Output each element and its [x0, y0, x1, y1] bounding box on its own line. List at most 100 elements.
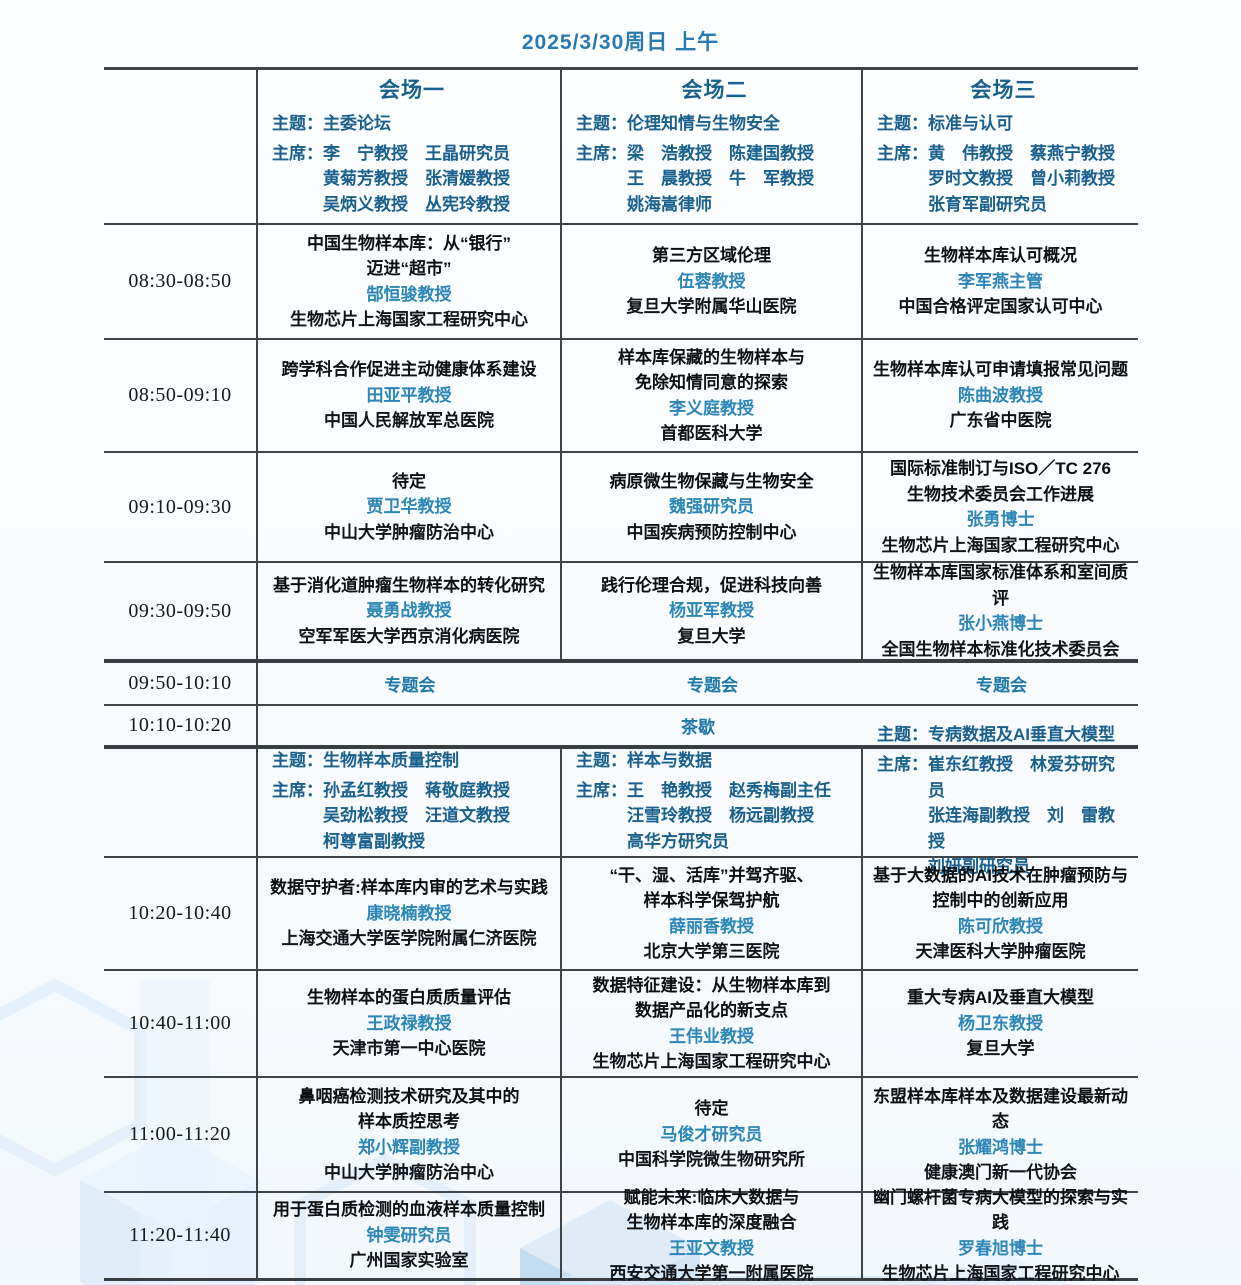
time-header-cell — [104, 749, 256, 856]
symposium-label: 专题会 — [687, 676, 738, 695]
chair-names: 梁 浩教授 陈建国教授 王 晨教授 牛 军教授 姚海嵩律师 — [627, 143, 814, 214]
talk-speaker: 陈曲波教授 — [958, 385, 1043, 405]
time-cell: 09:10-09:30 — [128, 495, 232, 518]
talk-cell: 跨学科合作促进主动健康体系建设 田亚平教授 中国人民解放军总医院 — [256, 340, 560, 451]
talk-cell: 赋能未来:临床大数据与 生物样本库的深度融合 王亚文教授 西安交通大学第一附属医… — [560, 1188, 861, 1283]
talk-cell: 中国生物样本库：从“银行” 迈进“超市” 郜恒骏教授 生物芯片上海国家工程研究中… — [256, 225, 560, 338]
page-title: 2025/3/30周日 上午 — [521, 31, 720, 54]
table-row: 11:20-11:40 用于蛋白质检测的血液样本质量控制 钟雯研究员 广州国家实… — [104, 1188, 1138, 1283]
talk-org: 复旦大学附属华山医院 — [626, 297, 797, 317]
chair-names: 王 艳教授 赵秀梅副主任 汪雪玲教授 杨远副教授 高华方研究员 — [627, 780, 831, 851]
talk-org: 生物芯片上海国家工程研究中心 — [592, 1052, 831, 1071]
talk-speaker: 张勇博士 — [966, 510, 1035, 529]
talk-org: 上海交通大学医学院附属仁济医院 — [281, 929, 537, 949]
time-cell: 11:00-11:20 — [129, 1123, 231, 1145]
table-row: 10:20-10:40 数据守护者:样本库内审的艺术与实践 康晓楠教授 上海交通… — [104, 858, 1138, 971]
talk-title: 中国生物样本库：从“银行” 迈进“超市” — [307, 233, 511, 279]
talk-org: 广州国家实验室 — [349, 1251, 469, 1271]
talk-org: 生物芯片上海国家工程研究中心 — [290, 310, 528, 329]
table-row: 08:30-08:50 中国生物样本库：从“银行” 迈进“超市” 郜恒骏教授 生… — [104, 225, 1138, 340]
session2-header-row: 主题：生物样本质量控制 主席： 孙孟红教授 蒋敬庭教授 吴劲松教授 汪道文教授 … — [104, 725, 1138, 876]
talk-cell: 幽门螺杆菌专病大模型的探索与实践 罗春旭博士 生物芯片上海国家工程研究中心 — [861, 1188, 1138, 1283]
talk-cell: 生物样本库认可申请填报常见问题 陈曲波教授 广东省中医院 — [861, 340, 1138, 451]
talk-speaker: 杨亚军教授 — [669, 601, 754, 621]
talk-cell: 国际标准制订与ISO／TC 276 生物技术委员会工作进展 张勇博士 生物芯片上… — [861, 453, 1138, 561]
talk-org: 中山大学肿瘤防治中心 — [324, 522, 494, 542]
talk-speaker: 郑小辉副教授 — [358, 1137, 460, 1157]
talk-org: 北京大学第三医院 — [643, 942, 780, 961]
talk-speaker: 罗春旭博士 — [958, 1238, 1043, 1258]
talk-speaker: 陈可欣教授 — [958, 916, 1043, 936]
talk-title: 幽门螺杆菌专病大模型的探索与实践 — [873, 1187, 1128, 1233]
talk-org: 中国疾病预防控制中心 — [626, 522, 797, 542]
talk-cell: 数据特征建设：从生物样本库到 数据产品化的新支点 王伟业教授 生物芯片上海国家工… — [560, 971, 861, 1076]
venue1-header: 主题：生物样本质量控制 主席： 孙孟红教授 蒋敬庭教授 吴劲松教授 汪道文教授 … — [256, 749, 560, 856]
talk-cell: 东盟样本库样本及数据建设最新动态 张耀鸿博士 健康澳门新一代协会 — [861, 1078, 1138, 1191]
talk-speaker: 郜恒骏教授 — [366, 284, 452, 304]
talk-title: 生物样本的蛋白质质量评估 — [307, 988, 511, 1008]
schedule-table: 会场一 主题：主委论坛 主席： 李 宁教授 王晶研究员 黄菊芳教授 张清媛教授 … — [104, 67, 1138, 1283]
talk-speaker: 钟雯研究员 — [366, 1225, 452, 1245]
talk-org: 健康澳门新一代协会 — [924, 1163, 1077, 1182]
talk-speaker: 薛丽香教授 — [669, 916, 754, 936]
table-row: 11:00-11:20 鼻咽癌检测技术研究及其中的 样本质控思考 郑小辉副教授 … — [104, 1078, 1138, 1193]
venue2-chairs: 主席： 王 艳教授 赵秀梅副主任 汪雪玲教授 杨远副教授 高华方研究员 — [576, 778, 853, 855]
chair-label: 主席： — [576, 780, 627, 800]
time-cell: 09:50-10:10 — [128, 672, 232, 694]
time-cell: 10:10-10:20 — [128, 714, 232, 736]
tea-break-label: 茶歇 — [681, 718, 715, 737]
talk-speaker: 马俊才研究员 — [660, 1124, 763, 1144]
talk-cell: 生物样本库认可概况 李军燕主管 中国合格评定国家认可中心 — [861, 225, 1138, 338]
talk-title: 国际标准制订与ISO／TC 276 生物技术委员会工作进展 — [889, 459, 1112, 504]
symposium-label: 专题会 — [976, 676, 1027, 695]
talk-speaker: 李军燕主管 — [958, 271, 1043, 291]
chair-names: 李 宁教授 王晶研究员 黄菊芳教授 张清媛教授 吴炳义教授 丛宪玲教授 — [323, 143, 510, 214]
venue2-header: 主题：样本与数据 主席： 王 艳教授 赵秀梅副主任 汪雪玲教授 杨远副教授 高华… — [560, 749, 861, 856]
talk-title: 待定 — [694, 1099, 729, 1119]
table-row: 09:30-09:50 基于消化道肿瘤生物样本的转化研究 聂勇战教授 空军军医大… — [104, 563, 1138, 663]
talk-title: 数据特征建设：从生物样本库到 数据产品化的新支点 — [592, 975, 831, 1021]
session1-header-row: 会场一 主题：主委论坛 主席： 李 宁教授 王晶研究员 黄菊芳教授 张清媛教授 … — [104, 70, 1138, 225]
talk-cell: 用于蛋白质检测的血液样本质量控制 钟雯研究员 广州国家实验室 — [256, 1193, 560, 1278]
chair-names: 孙孟红教授 蒋敬庭教授 吴劲松教授 汪道文教授 柯尊富副教授 — [323, 780, 510, 851]
tea-break-row: 10:10-10:20 茶歇 — [104, 706, 1138, 749]
symposium-row: 09:50-10:10 专题会 专题会 专题会 — [104, 663, 1138, 706]
talk-org: 西安交通大学第一附属医院 — [609, 1264, 814, 1283]
talk-speaker: 魏强研究员 — [669, 497, 754, 517]
talk-speaker: 杨卫东教授 — [958, 1013, 1043, 1033]
venue2-topic: 主题：样本与数据 — [576, 750, 712, 770]
talk-org: 生物芯片上海国家工程研究中心 — [881, 1264, 1120, 1283]
talk-cell: 样本库保藏的生物样本与 免除知情同意的探索 李义庭教授 首都医科大学 — [560, 340, 861, 451]
talk-cell: 基于大数据的AI技术在肿瘤预防与 控制中的创新应用 陈可欣教授 天津医科大学肿瘤… — [861, 858, 1138, 969]
venue3-header: 会场三 主题：标准与认可 主席： 黄 伟教授 蔡燕宁教授 罗时文教授 曾小莉教授… — [861, 70, 1138, 223]
talk-title: “干、湿、活库”并驾齐驱、 样本科学保驾护航 — [609, 865, 814, 911]
venue1-header: 会场一 主题：主委论坛 主席： 李 宁教授 王晶研究员 黄菊芳教授 张清媛教授 … — [256, 70, 560, 223]
talk-cell: 重大专病AI及垂直大模型 杨卫东教授 复旦大学 — [861, 971, 1138, 1076]
chair-label: 主席： — [877, 143, 928, 163]
talk-org: 广东省中医院 — [949, 411, 1052, 431]
talk-title: 数据守护者:样本库内审的艺术与实践 — [270, 878, 548, 898]
table-row: 09:10-09:30 待定 贾卫华教授 中山大学肿瘤防治中心 病原微生物保藏与… — [104, 453, 1138, 563]
time-header-cell — [104, 70, 256, 223]
time-cell: 08:30-08:50 — [128, 270, 232, 292]
talk-cell: 生物样本库国家标准体系和室间质评 张小燕博士 全国生物样本标准化技术委员会 — [861, 563, 1138, 659]
symposium-cells: 专题会 专题会 专题会 — [256, 663, 1140, 704]
talk-org: 天津市第一中心医院 — [332, 1039, 486, 1059]
talk-title: 用于蛋白质检测的血液样本质量控制 — [273, 1200, 545, 1220]
talk-title: 践行伦理合规，促进科技向善 — [601, 575, 822, 595]
talk-title: 重大专病AI及垂直大模型 — [907, 988, 1094, 1008]
talk-org: 生物芯片上海国家工程研究中心 — [881, 535, 1120, 555]
talk-org: 首都医科大学 — [660, 424, 763, 443]
talk-speaker: 贾卫华教授 — [366, 497, 452, 517]
talk-org: 全国生物样本标准化技术委员会 — [881, 639, 1120, 659]
talk-org: 中国合格评定国家认可中心 — [898, 297, 1103, 317]
venue3-chairs: 主席： 黄 伟教授 蔡燕宁教授 罗时文教授 曾小莉教授 张育军副研究员 — [877, 141, 1130, 218]
venue3-header: 主题：专病数据及AI垂直大模型 主席： 崔东红教授 林爱芬研究员 张连海副教授 … — [861, 725, 1138, 876]
talk-org: 复旦大学 — [677, 626, 746, 646]
chair-label: 主席： — [272, 780, 323, 800]
chair-names: 崔东红教授 林爱芬研究员 张连海副教授 刘 雷教授 刘妍副研究员 — [928, 755, 1115, 877]
talk-title: 鼻咽癌检测技术研究及其中的 样本质控思考 — [298, 1086, 520, 1132]
venue2-header: 会场二 主题：伦理知情与生物安全 主席： 梁 浩教授 陈建国教授 王 晨教授 牛… — [560, 70, 861, 223]
